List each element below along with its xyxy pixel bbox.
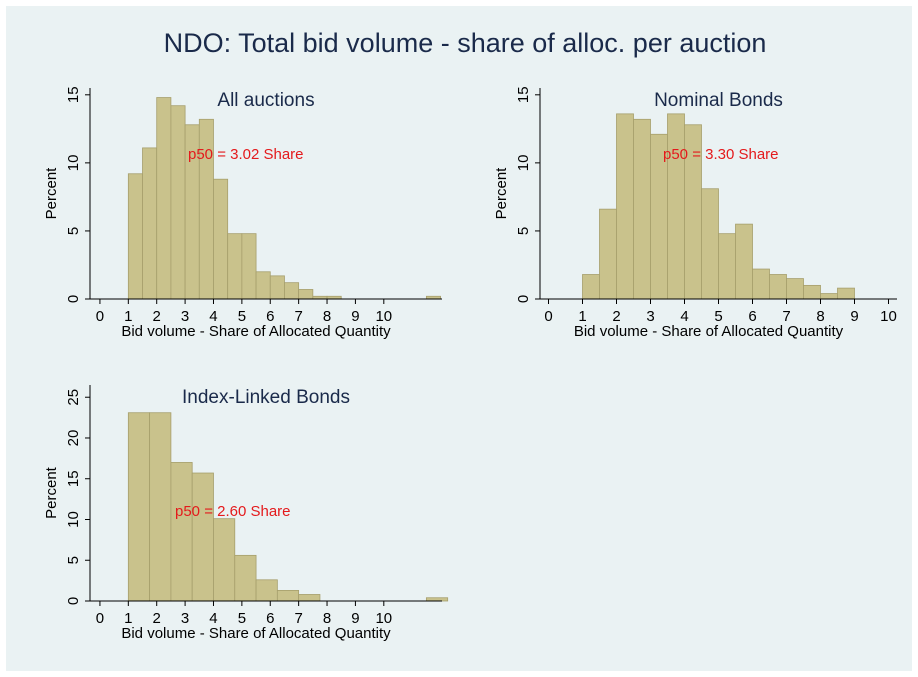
panel-title: Index-Linked Bonds xyxy=(182,387,350,408)
bar xyxy=(255,579,278,602)
y-tick-label: 10 xyxy=(515,155,532,172)
x-tick-label: 0 xyxy=(96,610,104,627)
bar xyxy=(667,113,685,300)
x-tick-label: 3 xyxy=(181,610,189,627)
x-tick-label: 7 xyxy=(782,308,790,325)
bar xyxy=(735,223,753,300)
bar xyxy=(284,282,300,300)
bar xyxy=(616,113,634,300)
x-tick-label: 4 xyxy=(209,610,217,627)
panel-title: Nominal Bonds xyxy=(654,90,783,111)
bar xyxy=(241,233,257,300)
bar xyxy=(599,208,617,300)
bar xyxy=(701,188,719,300)
bar xyxy=(769,274,787,300)
x-tick-label: 5 xyxy=(714,308,722,325)
x-tick-label: 4 xyxy=(209,308,217,325)
y-tick-label: 15 xyxy=(65,470,82,487)
panel-title: All auctions xyxy=(217,90,314,111)
x-tick-label: 6 xyxy=(748,308,756,325)
bar xyxy=(255,271,271,300)
x-tick-label: 10 xyxy=(375,610,392,627)
bar xyxy=(127,173,143,300)
bar xyxy=(582,274,600,300)
x-tick-label: 6 xyxy=(266,308,274,325)
x-tick-label: 1 xyxy=(578,308,586,325)
y-tick-label: 5 xyxy=(65,556,82,564)
bar xyxy=(227,233,243,300)
x-tick-label: 9 xyxy=(850,308,858,325)
bar xyxy=(213,178,229,300)
x-tick-label: 1 xyxy=(124,308,132,325)
x-tick-label: 3 xyxy=(181,308,189,325)
bar xyxy=(276,590,300,602)
y-tick-label: 20 xyxy=(65,430,82,447)
y-axis-label: Percent xyxy=(43,167,60,220)
x-tick-label: 3 xyxy=(646,308,654,325)
x-tick-label: 5 xyxy=(238,610,246,627)
x-axis-label: Bid volume - Share of Allocated Quantity xyxy=(121,323,391,340)
annotation: p50 = 2.60 Share xyxy=(175,503,291,520)
y-tick-label: 0 xyxy=(65,295,82,303)
bar xyxy=(142,147,158,300)
y-tick-label: 25 xyxy=(65,389,82,406)
bar xyxy=(170,462,193,602)
x-tick-label: 0 xyxy=(544,308,552,325)
x-tick-label: 8 xyxy=(816,308,824,325)
bar xyxy=(234,554,257,602)
bar xyxy=(718,233,736,300)
x-tick-label: 1 xyxy=(124,610,132,627)
annotation: p50 = 3.02 Share xyxy=(188,146,304,163)
bar xyxy=(298,289,314,300)
x-tick-label: 2 xyxy=(612,308,620,325)
bar xyxy=(786,278,804,300)
bar xyxy=(820,293,838,300)
x-tick-label: 4 xyxy=(680,308,688,325)
x-tick-label: 0 xyxy=(96,308,104,325)
bar xyxy=(633,118,651,300)
bar xyxy=(213,518,236,602)
y-tick-label: 5 xyxy=(515,227,532,235)
page-title: NDO: Total bid volume - share of alloc. … xyxy=(164,28,767,58)
x-tick-label: 10 xyxy=(375,308,392,325)
x-tick-label: 2 xyxy=(153,308,161,325)
x-tick-label: 7 xyxy=(294,308,302,325)
bar xyxy=(298,594,321,602)
y-axis-label: Percent xyxy=(493,167,510,220)
bar xyxy=(191,472,214,602)
y-tick-label: 15 xyxy=(515,86,532,103)
y-tick-label: 10 xyxy=(65,511,82,528)
bar xyxy=(156,97,172,300)
x-tick-label: 10 xyxy=(880,308,897,325)
bar xyxy=(149,412,172,602)
x-axis-label: Bid volume - Share of Allocated Quantity xyxy=(574,323,844,340)
bar xyxy=(127,412,151,602)
y-axis-label: Percent xyxy=(43,466,60,519)
bar xyxy=(269,275,285,300)
x-axis-label: Bid volume - Share of Allocated Quantity xyxy=(121,625,391,642)
x-tick-label: 8 xyxy=(323,610,331,627)
y-tick-label: 10 xyxy=(65,155,82,172)
bar xyxy=(752,268,770,300)
x-tick-label: 8 xyxy=(323,308,331,325)
x-tick-label: 9 xyxy=(351,308,359,325)
x-tick-label: 7 xyxy=(294,610,302,627)
annotation: p50 = 3.30 Share xyxy=(663,146,779,163)
x-tick-label: 6 xyxy=(266,610,274,627)
bar xyxy=(170,105,186,300)
y-tick-label: 15 xyxy=(65,86,82,103)
bar xyxy=(803,284,821,300)
x-tick-label: 2 xyxy=(153,610,161,627)
x-tick-label: 5 xyxy=(238,308,246,325)
y-tick-label: 0 xyxy=(65,597,82,605)
y-tick-label: 5 xyxy=(65,227,82,235)
x-tick-label: 9 xyxy=(351,610,359,627)
y-tick-label: 0 xyxy=(515,295,532,303)
bar xyxy=(837,287,855,300)
